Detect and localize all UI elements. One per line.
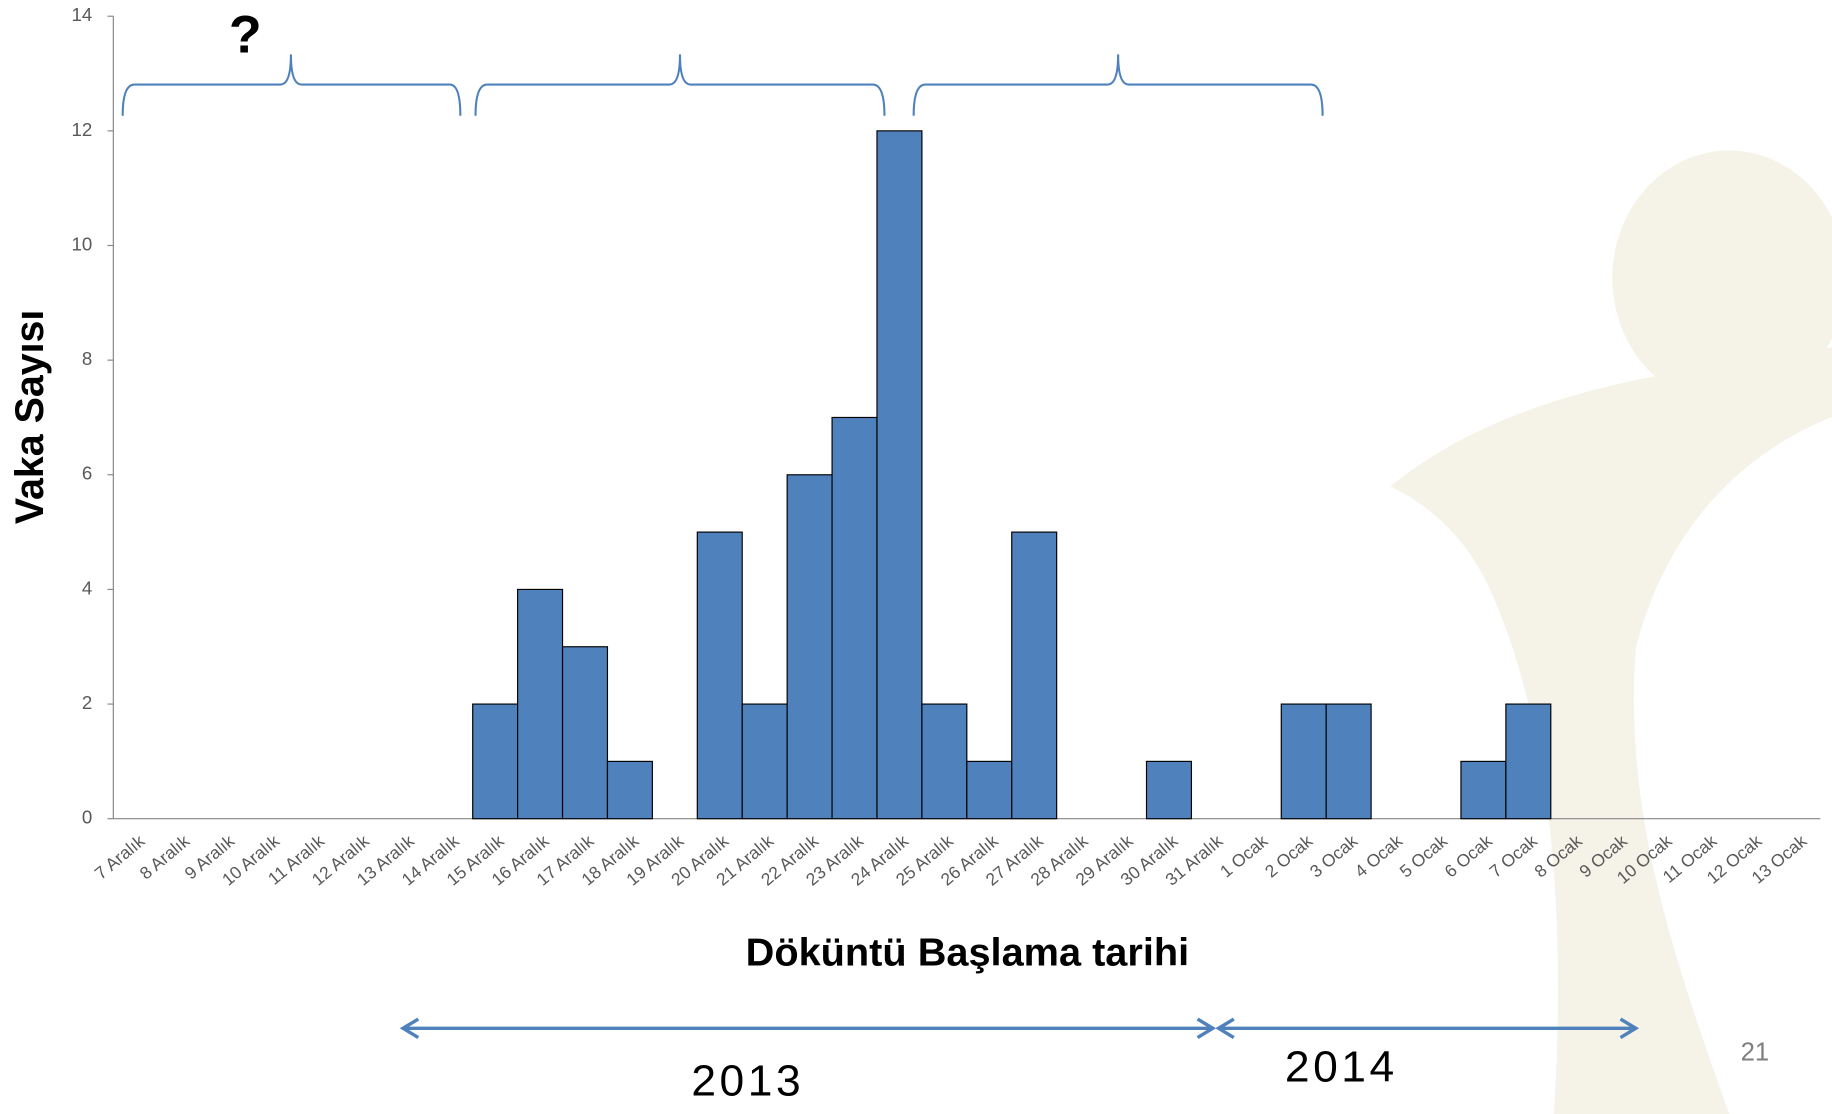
x-tick-label: 1 Ocak [1216,831,1272,882]
background-decoration [1390,150,1832,1114]
bar [831,416,878,820]
bar [921,703,968,820]
x-tick-label: 4 Ocak [1351,831,1407,882]
y-tick-label: 14 [72,4,93,25]
y-tick-label: 6 [82,463,92,484]
bar [472,703,519,820]
bar [606,760,653,820]
bar [966,760,1013,820]
y-axis-label: Vaka Sayısı [8,310,52,524]
braces [121,54,1324,116]
year-arrows [399,1017,1640,1040]
bar [517,588,564,820]
x-tick-label: 6 Ocak [1441,831,1497,882]
x-tick-label: 3 Ocak [1306,831,1362,882]
x-tick-label: 7 Aralık [91,831,149,884]
bar [1460,760,1507,820]
y-tick-label: 8 [82,348,92,369]
page-number: 21 [1741,1039,1770,1067]
bar [696,531,743,820]
annotation: ? [229,5,262,64]
x-axis-label: Döküntü Başlama tarihi [746,931,1189,975]
annotation: 2014 [1285,1043,1398,1092]
bar [1325,703,1372,820]
annotation: 2013 [691,1057,804,1106]
bar [1011,531,1058,820]
x-tick-label: 7 Ocak [1485,831,1541,882]
x-tick-label: 2 Ocak [1261,831,1317,882]
bar [1145,760,1193,820]
x-tick-label: 5 Ocak [1396,831,1452,882]
y-tick-label: 2 [82,692,92,713]
bar [1280,703,1327,820]
x-tick-label: 8 Aralık [136,831,194,884]
y-tick-label: 12 [72,119,93,140]
bar [741,703,788,820]
bar [1505,703,1552,820]
bar [876,130,923,820]
bar [561,646,609,820]
y-tick-label: 0 [82,807,92,828]
bar [786,474,833,820]
y-tick-label: 10 [72,233,93,254]
y-tick-label: 4 [82,577,92,598]
